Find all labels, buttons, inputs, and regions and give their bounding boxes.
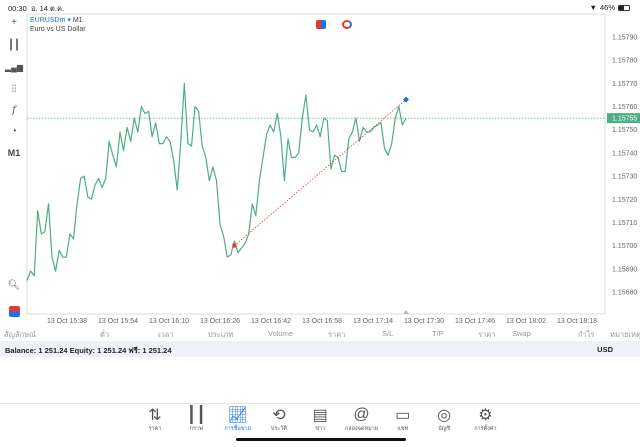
nav-item-trade[interactable]: 📈︎ การซื้อขาย bbox=[218, 407, 258, 433]
column-header: T/P bbox=[432, 329, 444, 338]
balance-row: Balance: 1 251.24 Equity: 1 251.24 ฟรี: … bbox=[0, 341, 640, 357]
price-line bbox=[26, 82, 407, 281]
column-header: ราคา bbox=[478, 330, 496, 339]
y-tick-label: 1.15720 bbox=[612, 197, 637, 204]
x-tick-label: 13 Oct 18:02 bbox=[506, 318, 546, 325]
y-tick-label: 1.15740 bbox=[612, 150, 637, 157]
quotes-icon: ⇅ bbox=[148, 407, 162, 424]
sliders-icon[interactable]: ⫶⫶ bbox=[11, 83, 17, 95]
current-price-tag bbox=[607, 113, 640, 124]
symbol-name[interactable]: EURUSDm bbox=[30, 17, 66, 24]
symbol-timeframe: M1 bbox=[72, 17, 83, 24]
nav-item-quotes[interactable]: ⇅ ราคา bbox=[135, 407, 175, 433]
status-right: ▼ 46% bbox=[590, 3, 630, 12]
y-tick-label: 1.15710 bbox=[612, 220, 637, 227]
chart-shift-marker bbox=[403, 310, 409, 314]
y-tick-label: 1.15730 bbox=[612, 174, 637, 181]
y-tick-label: 1.15690 bbox=[612, 266, 637, 273]
nav-label: การซื้อขาย bbox=[224, 426, 251, 432]
column-header: เวลา bbox=[158, 330, 174, 339]
x-tick-label: 13 Oct 18:18 bbox=[557, 318, 597, 325]
exit-marker bbox=[403, 96, 409, 103]
mailbox-icon: @ bbox=[353, 406, 370, 423]
depth-of-market-icon[interactable] bbox=[342, 20, 352, 29]
history-icon: ⟲ bbox=[272, 407, 286, 424]
symbol-info[interactable]: EURUSDm ▾ M1 Euro vs US Dollar bbox=[30, 17, 86, 33]
nav-item-chat[interactable]: ▭ แชท bbox=[383, 407, 423, 433]
x-tick-label: 13 Oct 15:38 bbox=[47, 318, 87, 325]
x-tick-label: 13 Oct 16:26 bbox=[200, 318, 240, 325]
trade-icon: 📈︎ bbox=[227, 407, 248, 424]
entry-marker bbox=[232, 243, 237, 248]
chart-frame bbox=[26, 13, 606, 315]
balance-text: Balance: 1 251.24 Equity: 1 251.24 ฟรี: … bbox=[5, 346, 172, 355]
y-tick-label: 1.15760 bbox=[612, 104, 637, 111]
nav-item-account[interactable]: ◎ บัญชี bbox=[424, 407, 464, 433]
current-price-label: 1.15755 bbox=[612, 116, 637, 123]
battery-icon bbox=[618, 4, 630, 11]
nav-label: การตั้งค่า bbox=[474, 426, 497, 432]
nav-label: ข่าว bbox=[315, 426, 326, 432]
candlestick-icon[interactable]: ┃┃ bbox=[7, 39, 21, 51]
column-header: Swap bbox=[512, 329, 531, 338]
chat-icon: ▭ bbox=[395, 407, 411, 424]
zoom-chart-icon[interactable]: 🔍︎ bbox=[7, 279, 21, 291]
nav-item-history[interactable]: ⟲ ประวัติ bbox=[259, 407, 299, 433]
one-click-trading-icon[interactable] bbox=[316, 20, 326, 29]
nav-item-chart[interactable]: ┃┃ กราฟ bbox=[176, 407, 216, 433]
x-tick-label: 13 Oct 15:54 bbox=[98, 318, 138, 325]
indicators-chart-icon[interactable]: ▂▄▆ bbox=[5, 62, 23, 72]
x-tick-label: 13 Oct 16:42 bbox=[251, 318, 291, 325]
nav-label: ประวัติ bbox=[270, 426, 287, 432]
function-icon[interactable]: f bbox=[12, 104, 16, 116]
symbol-description: Euro vs US Dollar bbox=[30, 26, 86, 33]
battery-percent: 46% bbox=[599, 3, 615, 12]
y-tick-label: 1.15790 bbox=[612, 35, 637, 42]
nav-item-settings[interactable]: ⚙ การตั้งค่า bbox=[465, 407, 505, 433]
settings-icon: ⚙ bbox=[478, 407, 493, 424]
x-tick-label: 13 Oct 17:30 bbox=[404, 318, 444, 325]
y-tick-label: 1.15770 bbox=[612, 81, 637, 88]
x-tick-label: 13 Oct 16:58 bbox=[302, 318, 342, 325]
app-logo-icon[interactable] bbox=[4, 303, 24, 319]
bottom-nav: ⇅ ราคา ┃┃ กราฟ 📈︎ การซื้อขาย ⟲ ประวัติ ▤ ข่าว @ กล่… bbox=[0, 403, 640, 447]
status-time: 00:30 อ. 14 ต.ค. bbox=[8, 4, 65, 13]
home-indicator[interactable] bbox=[236, 438, 406, 441]
column-header: หมายเหตุ bbox=[610, 330, 640, 339]
balance-currency: USD bbox=[597, 345, 613, 354]
y-tick-label: 1.15700 bbox=[612, 243, 637, 250]
news-icon: ▤ bbox=[312, 407, 328, 424]
chart-canvas[interactable]: 1.15790 1.15780 1.15770 1.15760 1.15750 1.157… bbox=[0, 0, 640, 330]
nav-label: แชท bbox=[397, 426, 409, 432]
nav-item-mailbox[interactable]: @ กล่องจดหมาย bbox=[342, 406, 382, 433]
x-tick-label: 13 Oct 17:46 bbox=[455, 318, 495, 325]
crosshair-icon[interactable]: + bbox=[11, 16, 17, 28]
chart-toolbar: + ┃┃ ▂▄▆ ⫶⫶ f ◔ M1 🔍︎ bbox=[0, 14, 27, 324]
nav-label: กล่องจดหมาย bbox=[344, 426, 379, 432]
nav-label: กราฟ bbox=[189, 426, 203, 432]
x-tick-label: 13 Oct 17:14 bbox=[353, 318, 393, 325]
y-tick-label: 1.15750 bbox=[612, 127, 637, 134]
nav-item-news[interactable]: ▤ ข่าว bbox=[300, 407, 340, 433]
column-header: S/L bbox=[382, 329, 394, 338]
account-icon: ◎ bbox=[437, 407, 452, 424]
column-header: สัญลักษณ์ bbox=[4, 330, 37, 339]
nav-label: ราคา bbox=[148, 426, 162, 432]
positions-table-header: สัญลักษณ์ ตั๋ว เวลา ประเภท Volume ราคา S/L T/P ร… bbox=[0, 326, 640, 340]
y-tick-label: 1.15780 bbox=[612, 58, 637, 65]
wifi-icon: ▼ bbox=[589, 3, 597, 12]
timeframe-button[interactable]: M1 bbox=[7, 148, 21, 158]
status-bar: 00:30 อ. 14 ต.ค. ▼ 46% bbox=[0, 0, 640, 14]
x-tick-label: 13 Oct 16:10 bbox=[149, 318, 189, 325]
nav-label: บัญชี bbox=[438, 426, 451, 432]
shapes-icon[interactable]: ◔ bbox=[10, 125, 18, 137]
column-header: ประเภท bbox=[208, 330, 234, 339]
price-chart[interactable]: 1.15790 1.15780 1.15770 1.15760 1.15750 1.157… bbox=[0, 0, 640, 330]
column-header: กำไร bbox=[578, 330, 595, 339]
column-header: Volume bbox=[268, 329, 294, 338]
column-header: ตั๋ว bbox=[100, 330, 110, 339]
column-header: ราคา bbox=[328, 330, 346, 339]
y-tick-label: 1.15680 bbox=[612, 290, 637, 297]
chart-icon: ┃┃ bbox=[186, 407, 206, 424]
